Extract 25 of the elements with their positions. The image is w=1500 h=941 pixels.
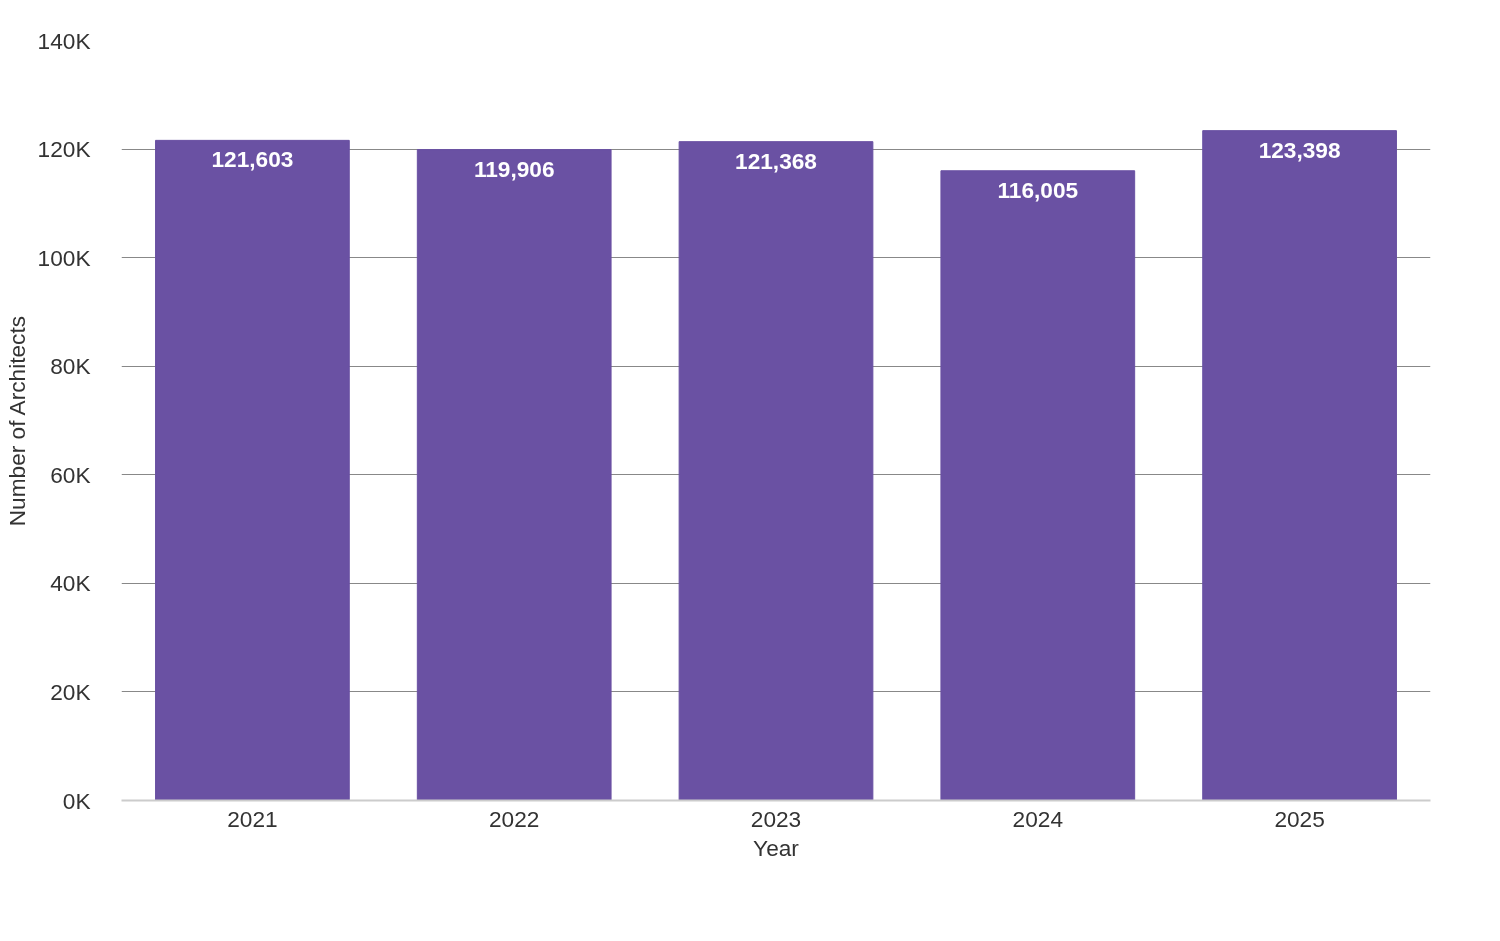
data-label: 123,398 [1258, 136, 1341, 163]
x-tick-label: 2025 [1274, 805, 1325, 832]
y-tick-label: 0K [62, 787, 91, 814]
bar [1202, 130, 1397, 801]
x-tick-label: 2024 [1012, 805, 1064, 832]
bar [416, 149, 612, 801]
y-tick-label: 140K [37, 27, 91, 54]
data-label: 116,005 [997, 176, 1079, 203]
data-label: 121,603 [211, 146, 294, 173]
data-label: 121,368 [735, 147, 817, 174]
x-tick-label: 2022 [489, 805, 540, 832]
x-tick-label: 2023 [750, 805, 802, 832]
data-label: 119,906 [473, 155, 555, 182]
bar [155, 139, 350, 801]
x-tick-label: 2021 [227, 805, 278, 832]
bar [940, 170, 1136, 801]
y-tick-label: 80K [50, 353, 91, 380]
y-tick-label: 40K [50, 570, 91, 597]
y-tick-label: 120K [37, 136, 91, 163]
y-tick-label: 100K [37, 244, 91, 271]
y-tick-label: 20K [50, 678, 91, 705]
y-tick-label: 60K [50, 461, 91, 488]
x-axis-title: Year [753, 834, 800, 861]
y-axis-title: Number of Architects [3, 315, 30, 527]
bar [678, 141, 874, 801]
